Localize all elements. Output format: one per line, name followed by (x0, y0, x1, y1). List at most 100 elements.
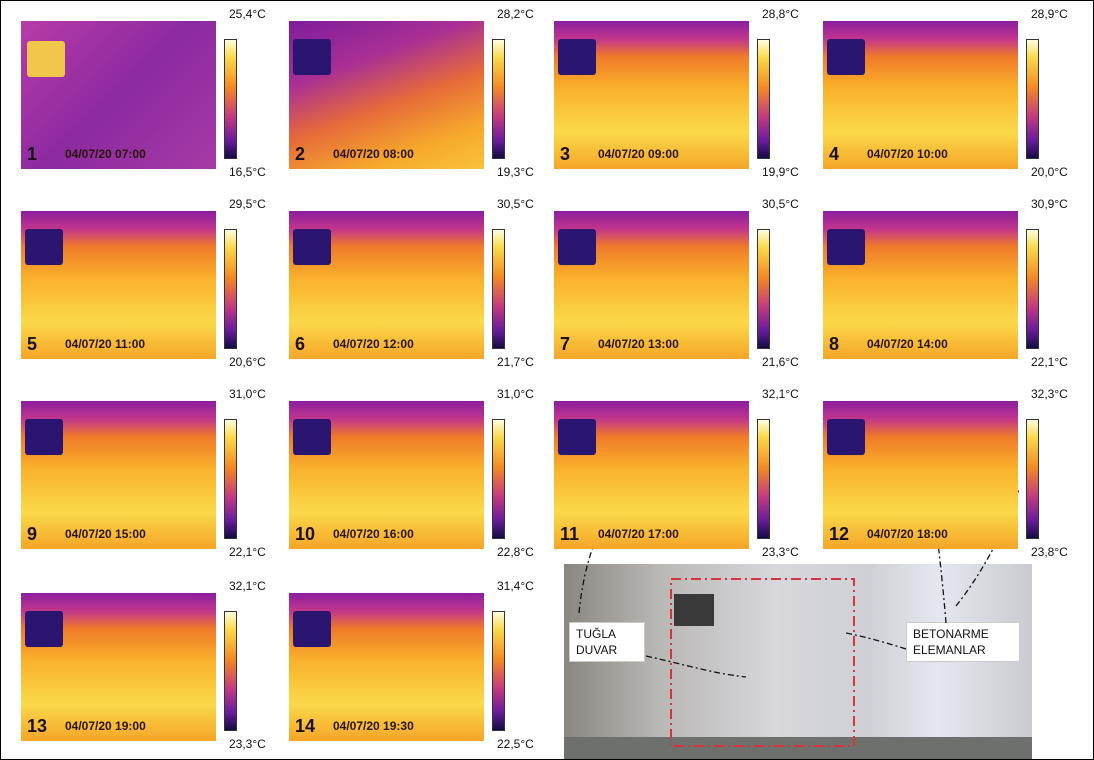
color-scale (224, 419, 237, 539)
min-temperature: 21,7°C (497, 355, 534, 369)
max-temperature: 32,1°C (229, 579, 266, 593)
window (827, 229, 865, 265)
max-temperature: 29,5°C (229, 197, 266, 211)
thermal-image: 13 04/07/20 19:00 (21, 593, 216, 741)
panel-number: 4 (829, 144, 839, 165)
timestamp: 04/07/20 15:00 (65, 527, 146, 541)
color-scale (1026, 39, 1039, 159)
max-temperature: 28,8°C (762, 7, 799, 21)
min-temperature: 16,5°C (229, 165, 266, 179)
wall-photo: TUĞLA DUVAR BETONARME ELEMANLAR (564, 564, 1032, 759)
thermal-image: 1 04/07/20 07:00 (21, 21, 216, 169)
panel-number: 13 (27, 716, 47, 737)
panel-number: 8 (829, 334, 839, 355)
panel-number: 9 (27, 524, 37, 545)
window (558, 39, 596, 75)
min-temperature: 23,3°C (762, 545, 799, 559)
ground (564, 737, 1032, 759)
thermal-image: 4 04/07/20 10:00 (823, 21, 1018, 169)
timestamp: 04/07/20 09:00 (598, 147, 679, 161)
panel-number: 1 (27, 144, 37, 165)
timestamp: 04/07/20 11:00 (65, 337, 145, 351)
panel-number: 7 (560, 334, 570, 355)
min-temperature: 20,0°C (1031, 165, 1068, 179)
thermal-image: 10 04/07/20 16:00 (289, 401, 484, 549)
min-temperature: 23,8°C (1031, 545, 1068, 559)
panel-number: 11 (560, 524, 579, 545)
figure: TUĞLA DUVAR BETONARME ELEMANLAR 1 04/07/2… (0, 0, 1094, 760)
window (293, 611, 331, 647)
color-scale (757, 39, 770, 159)
min-temperature: 20,6°C (229, 355, 266, 369)
color-scale (492, 419, 505, 539)
photo-label: TUĞLA DUVAR (569, 622, 645, 662)
thermal-image: 12 04/07/20 18:00 (823, 401, 1018, 549)
panel-number: 5 (27, 334, 37, 355)
panel-number: 10 (295, 524, 315, 545)
window (25, 419, 63, 455)
panel-number: 6 (295, 334, 305, 355)
timestamp: 04/07/20 08:00 (333, 147, 414, 161)
panel-number: 14 (295, 716, 315, 737)
max-temperature: 30,5°C (497, 197, 534, 211)
color-scale (492, 229, 505, 349)
max-temperature: 31,0°C (229, 387, 266, 401)
thermal-image: 8 04/07/20 14:00 (823, 211, 1018, 359)
min-temperature: 21,6°C (762, 355, 799, 369)
max-temperature: 28,2°C (497, 7, 534, 21)
timestamp: 04/07/20 19:00 (65, 719, 146, 733)
window (558, 229, 596, 265)
min-temperature: 19,3°C (497, 165, 534, 179)
timestamp: 04/07/20 07:00 (65, 147, 146, 161)
window (558, 419, 596, 455)
thermal-image: 3 04/07/20 09:00 (554, 21, 749, 169)
color-scale (757, 419, 770, 539)
window (674, 594, 714, 626)
window (293, 39, 331, 75)
window (293, 419, 331, 455)
window (827, 39, 865, 75)
timestamp: 04/07/20 12:00 (333, 337, 414, 351)
window (25, 229, 63, 265)
panel-number: 3 (560, 144, 570, 165)
thermal-image: 14 04/07/20 19:30 (289, 593, 484, 741)
timestamp: 04/07/20 13:00 (598, 337, 679, 351)
panel-number: 2 (295, 144, 305, 165)
min-temperature: 23,3°C (229, 737, 266, 751)
max-temperature: 32,1°C (762, 387, 799, 401)
panel-number: 12 (829, 524, 849, 545)
color-scale (224, 611, 237, 731)
window (25, 611, 63, 647)
thermal-image: 5 04/07/20 11:00 (21, 211, 216, 359)
min-temperature: 22,1°C (1031, 355, 1068, 369)
min-temperature: 19,9°C (762, 165, 799, 179)
max-temperature: 31,4°C (497, 579, 534, 593)
max-temperature: 31,0°C (497, 387, 534, 401)
timestamp: 04/07/20 19:30 (333, 719, 414, 733)
timestamp: 04/07/20 17:00 (598, 527, 679, 541)
min-temperature: 22,1°C (229, 545, 266, 559)
window (27, 41, 65, 77)
timestamp: 04/07/20 18:00 (867, 527, 948, 541)
color-scale (224, 229, 237, 349)
max-temperature: 28,9°C (1031, 7, 1068, 21)
min-temperature: 22,8°C (497, 545, 534, 559)
window (293, 229, 331, 265)
timestamp: 04/07/20 10:00 (867, 147, 948, 161)
thermal-image: 9 04/07/20 15:00 (21, 401, 216, 549)
max-temperature: 32,3°C (1031, 387, 1068, 401)
color-scale (1026, 419, 1039, 539)
max-temperature: 30,5°C (762, 197, 799, 211)
thermal-image: 11 04/07/20 17:00 (554, 401, 749, 549)
photo-label: BETONARME ELEMANLAR (906, 622, 1020, 662)
timestamp: 04/07/20 14:00 (867, 337, 948, 351)
thermal-image: 7 04/07/20 13:00 (554, 211, 749, 359)
window (827, 419, 865, 455)
thermal-image: 6 04/07/20 12:00 (289, 211, 484, 359)
timestamp: 04/07/20 16:00 (333, 527, 414, 541)
min-temperature: 22,5°C (497, 737, 534, 751)
color-scale (1026, 229, 1039, 349)
color-scale (492, 39, 505, 159)
color-scale (757, 229, 770, 349)
color-scale (492, 611, 505, 731)
